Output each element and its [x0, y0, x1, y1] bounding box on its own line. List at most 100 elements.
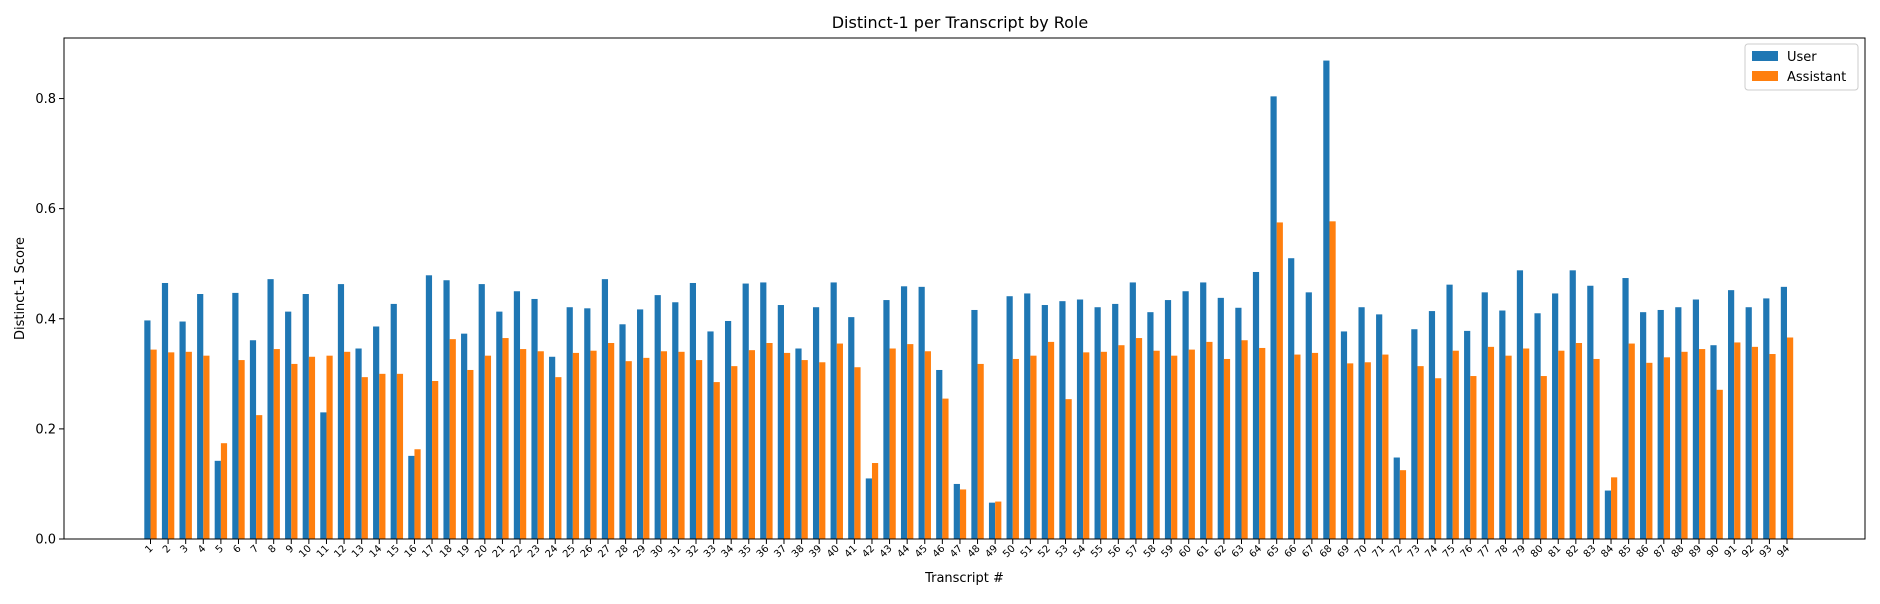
- bar-user-26: [584, 308, 591, 539]
- bar-user-45: [918, 286, 925, 539]
- x-tick-label: 27: [596, 543, 613, 560]
- bar-user-25: [566, 307, 573, 539]
- bar-assistant-65: [1276, 222, 1283, 539]
- bar-user-9: [285, 311, 292, 539]
- x-tick-label: 57: [1124, 543, 1141, 560]
- bar-assistant-33: [713, 382, 720, 539]
- bar-assistant-52: [1047, 341, 1055, 539]
- bar-assistant-6: [238, 360, 245, 539]
- x-tick-label: 51: [1019, 543, 1036, 560]
- bar-user-57: [1129, 282, 1136, 539]
- x-tick-label: 50: [1001, 543, 1018, 560]
- bar-assistant-2: [168, 352, 175, 539]
- bar-assistant-87: [1663, 357, 1671, 539]
- x-tick-label: 32: [684, 543, 701, 560]
- bar-assistant-86: [1646, 362, 1653, 539]
- bar-user-37: [777, 305, 784, 539]
- x-tick-label: 58: [1142, 543, 1159, 560]
- x-tick-label: 7: [249, 543, 261, 555]
- bar-user-62: [1217, 297, 1224, 539]
- bar-assistant-5: [220, 443, 228, 539]
- bar-user-78: [1499, 310, 1506, 539]
- bar-user-22: [513, 291, 521, 539]
- bar-user-15: [390, 303, 397, 539]
- bar-user-88: [1675, 307, 1682, 539]
- bar-user-8: [267, 279, 274, 539]
- bar-assistant-49: [995, 501, 1002, 539]
- bar-assistant-10: [308, 356, 316, 539]
- x-tick-label: 89: [1687, 543, 1704, 560]
- bar-assistant-24: [555, 377, 562, 539]
- bar-assistant-46: [942, 398, 949, 539]
- bar-assistant-25: [572, 352, 580, 539]
- x-tick-label: 92: [1740, 543, 1757, 560]
- bar-user-59: [1164, 300, 1172, 539]
- y-axis-label: Distinct-1 Score: [13, 237, 28, 340]
- bar-assistant-31: [678, 351, 685, 539]
- bar-user-23: [531, 298, 538, 539]
- bar-user-66: [1288, 258, 1295, 539]
- bar-user-41: [848, 317, 855, 539]
- x-tick-label: 73: [1406, 543, 1423, 560]
- x-tick-label: 46: [931, 543, 948, 560]
- x-tick-label: 2: [161, 543, 173, 555]
- bar-user-14: [373, 326, 380, 539]
- legend-label-assistant: Assistant: [1787, 70, 1846, 85]
- x-tick-label: 35: [737, 543, 754, 560]
- bar-assistant-21: [502, 338, 509, 539]
- bar-user-67: [1305, 292, 1312, 539]
- x-tick-label: 30: [649, 543, 666, 560]
- x-tick-label: 26: [579, 543, 596, 560]
- bar-assistant-28: [625, 361, 632, 539]
- x-tick-label: 29: [632, 543, 649, 560]
- x-tick-label: 63: [1230, 543, 1247, 560]
- x-tick-label: 44: [895, 543, 912, 560]
- bar-assistant-9: [291, 363, 298, 539]
- bar-assistant-80: [1540, 376, 1547, 539]
- x-tick-label: 67: [1300, 543, 1317, 560]
- bar-assistant-34: [731, 366, 738, 539]
- bar-assistant-53: [1065, 399, 1072, 539]
- bar-user-85: [1622, 278, 1629, 539]
- x-tick-label: 11: [315, 543, 332, 560]
- bar-user-91: [1728, 290, 1735, 539]
- y-tick-label: 0.2: [35, 422, 56, 437]
- bar-user-32: [689, 282, 696, 539]
- bar-user-53: [1059, 301, 1066, 539]
- bar-assistant-54: [1083, 352, 1090, 539]
- bar-user-11: [320, 412, 327, 539]
- bar-user-60: [1182, 291, 1189, 539]
- bar-assistant-29: [643, 357, 650, 539]
- bar-assistant-73: [1417, 366, 1424, 539]
- bar-assistant-36: [766, 343, 773, 539]
- bar-user-49: [988, 502, 996, 539]
- bar-assistant-13: [361, 377, 368, 539]
- bar-assistant-90: [1716, 389, 1723, 539]
- bar-assistant-57: [1135, 338, 1143, 539]
- x-tick-label: 94: [1775, 543, 1792, 560]
- y-tick-label: 0.4: [35, 312, 56, 327]
- x-tick-label: 80: [1529, 543, 1546, 560]
- x-tick-label: 53: [1054, 543, 1071, 560]
- y-tick-label: 0.0: [35, 533, 56, 548]
- bar-user-64: [1252, 271, 1260, 539]
- bar-user-19: [461, 333, 468, 539]
- x-tick-label: 18: [438, 543, 455, 560]
- bar-assistant-32: [696, 360, 703, 539]
- bar-user-84: [1604, 490, 1612, 539]
- x-tick-label: 52: [1036, 543, 1053, 560]
- bar-user-33: [707, 331, 714, 539]
- bar-assistant-92: [1751, 346, 1759, 539]
- x-tick-label: 62: [1212, 543, 1229, 560]
- x-tick-label: 83: [1582, 543, 1599, 560]
- x-tick-label: 36: [755, 543, 772, 560]
- bar-assistant-94: [1787, 337, 1794, 539]
- x-tick-label: 42: [860, 543, 877, 560]
- x-tick-label: 61: [1195, 543, 1212, 560]
- bar-assistant-75: [1452, 350, 1459, 539]
- x-tick-label: 24: [544, 543, 561, 560]
- bar-assistant-37: [783, 352, 791, 539]
- x-tick-label: 39: [808, 543, 825, 560]
- bar-user-68: [1323, 60, 1330, 539]
- bar-assistant-39: [819, 362, 826, 539]
